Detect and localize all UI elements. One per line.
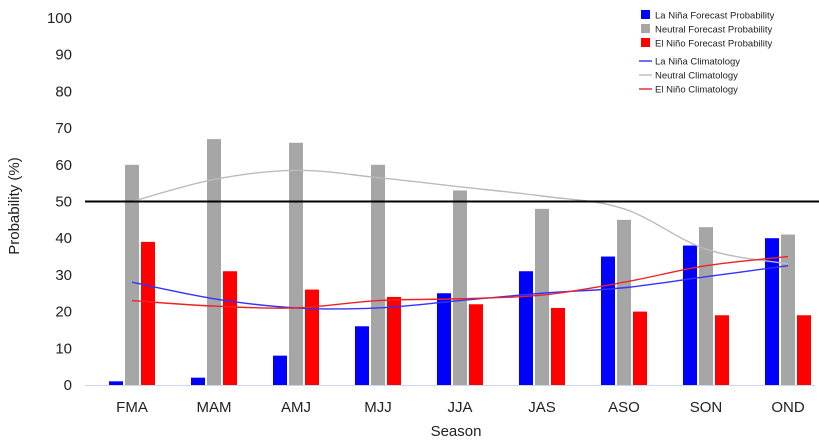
bar-la-ni-a-forecast-probabilityond — [765, 238, 779, 385]
el-ni-o-climatologyline — [131, 255, 789, 309]
bars — [109, 139, 811, 385]
y-tick-label: 100 — [47, 10, 72, 27]
legend-swatch — [641, 24, 650, 33]
bar-neutral-forecast-probabilityaso — [617, 219, 631, 385]
bar-el-ni-o-forecast-probabilitymjj — [387, 296, 401, 385]
neutral-climatologyline — [131, 169, 789, 265]
bar-el-ni-o-forecast-probabilitymam — [223, 271, 237, 385]
legend-swatch — [641, 38, 650, 47]
bar-neutral-forecast-probabilitymam — [207, 139, 221, 385]
x-tick-label: MAM — [197, 399, 232, 416]
x-axis-title: Season — [431, 423, 482, 440]
y-tick-label: 0 — [64, 377, 72, 394]
legend-label: Neutral Forecast Probability — [655, 25, 772, 36]
bar-la-ni-a-forecast-probabilitymam — [191, 377, 205, 385]
bar-el-ni-o-forecast-probabilityfma — [141, 241, 155, 385]
bar-neutral-forecast-probabilityond — [781, 234, 795, 385]
x-tick-label: SON — [690, 399, 723, 416]
bar-neutral-forecast-probabilityamj — [289, 142, 303, 385]
bar-la-ni-a-forecast-probabilityfma — [109, 381, 123, 385]
y-tick-label: 80 — [55, 83, 72, 100]
bar-la-ni-a-forecast-probabilityson — [683, 245, 697, 385]
y-tick-label: 20 — [55, 304, 72, 321]
bar-la-ni-a-forecast-probabilitymjj — [355, 326, 369, 385]
y-tick-label: 60 — [55, 157, 72, 174]
climatology-lines — [131, 169, 789, 310]
x-tick-label: ASO — [608, 399, 640, 416]
x-tick-label: MJJ — [364, 399, 392, 416]
x-tick-label: FMA — [116, 399, 148, 416]
y-tick-label: 30 — [55, 267, 72, 284]
x-axis-ticks: FMA MAM AMJ MJJ JJA JAS ASO SON OND — [116, 399, 805, 416]
bar-la-ni-a-forecast-probabilityjas — [519, 271, 533, 385]
la-ni-a-climatologyline — [131, 265, 789, 310]
bar-el-ni-o-forecast-probabilityjja — [469, 304, 483, 385]
bar-el-ni-o-forecast-probabilityamj — [305, 289, 319, 385]
x-tick-label: JAS — [528, 399, 556, 416]
x-tick-label: AMJ — [281, 399, 311, 416]
y-tick-label: 10 — [55, 340, 72, 357]
bar-el-ni-o-forecast-probabilityond — [797, 315, 811, 385]
bar-neutral-forecast-probabilityjja — [453, 190, 467, 385]
legend-label: La Niña Forecast Probability — [655, 11, 775, 22]
y-tick-label: 90 — [55, 47, 72, 64]
bar-el-ni-o-forecast-probabilityaso — [633, 311, 647, 385]
bar-el-ni-o-forecast-probabilityjas — [551, 307, 565, 385]
legend-swatch — [641, 10, 650, 19]
y-tick-label: 50 — [55, 194, 72, 211]
legend-label: La Niña Climatology — [655, 57, 740, 68]
y-tick-label: 40 — [55, 230, 72, 247]
x-tick-label: OND — [771, 399, 805, 416]
y-tick-label: 70 — [55, 120, 72, 137]
bar-neutral-forecast-probabilityfma — [125, 164, 139, 385]
bar-la-ni-a-forecast-probabilityaso — [601, 256, 615, 385]
y-axis-title: Probability (%) — [6, 157, 23, 255]
bar-la-ni-a-forecast-probabilityjja — [437, 293, 451, 385]
y-axis-ticks: 0 10 20 30 40 50 60 70 80 90 100 — [47, 10, 72, 394]
bar-el-ni-o-forecast-probabilityson — [715, 315, 729, 385]
bar-la-ni-a-forecast-probabilityamj — [273, 355, 287, 385]
bar-neutral-forecast-probabilitymjj — [371, 164, 385, 385]
x-tick-label: JJA — [447, 399, 472, 416]
legend: La Niña Forecast Probability Neutral Fore… — [639, 10, 775, 96]
legend-label: Neutral Climatology — [655, 71, 738, 82]
legend-label: El Niño Forecast Probability — [655, 39, 772, 50]
legend-label: El Niño Climatology — [655, 85, 738, 96]
bar-neutral-forecast-probabilityjas — [535, 208, 549, 385]
